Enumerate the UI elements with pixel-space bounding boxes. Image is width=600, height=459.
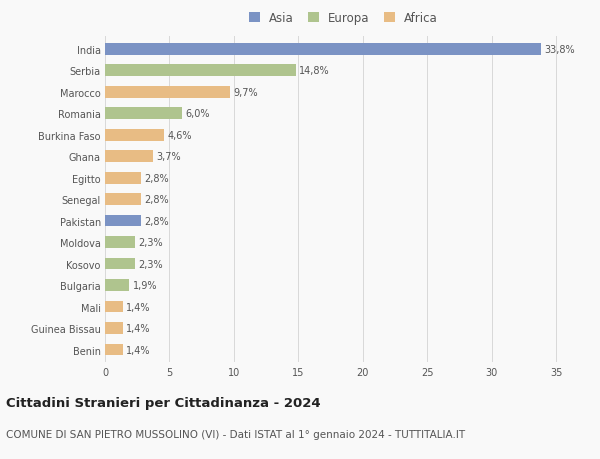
Text: 1,4%: 1,4% (126, 302, 151, 312)
Text: COMUNE DI SAN PIETRO MUSSOLINO (VI) - Dati ISTAT al 1° gennaio 2024 - TUTTITALIA: COMUNE DI SAN PIETRO MUSSOLINO (VI) - Da… (6, 429, 465, 439)
Legend: Asia, Europa, Africa: Asia, Europa, Africa (247, 10, 440, 28)
Text: 9,7%: 9,7% (233, 88, 258, 97)
Text: 2,3%: 2,3% (138, 259, 163, 269)
Text: 1,4%: 1,4% (126, 323, 151, 333)
Text: 3,7%: 3,7% (156, 152, 181, 162)
Bar (105, 44, 541, 56)
Text: 1,4%: 1,4% (126, 345, 151, 355)
Bar (105, 151, 152, 162)
Bar (105, 301, 123, 313)
Bar (105, 194, 141, 206)
Bar (105, 215, 141, 227)
Bar (105, 65, 296, 77)
Bar (105, 172, 141, 184)
Text: 6,0%: 6,0% (185, 109, 210, 119)
Text: 1,9%: 1,9% (133, 280, 157, 291)
Bar (105, 280, 130, 291)
Text: 2,8%: 2,8% (145, 195, 169, 205)
Bar (105, 344, 123, 356)
Bar (105, 322, 123, 334)
Bar (105, 129, 164, 141)
Bar (105, 258, 134, 270)
Text: 33,8%: 33,8% (544, 45, 575, 55)
Text: 2,3%: 2,3% (138, 238, 163, 247)
Text: 14,8%: 14,8% (299, 66, 329, 76)
Bar (105, 237, 134, 248)
Text: 4,6%: 4,6% (167, 130, 192, 140)
Text: 2,8%: 2,8% (145, 216, 169, 226)
Text: 2,8%: 2,8% (145, 173, 169, 183)
Bar (105, 108, 182, 120)
Bar (105, 87, 230, 98)
Text: Cittadini Stranieri per Cittadinanza - 2024: Cittadini Stranieri per Cittadinanza - 2… (6, 396, 320, 409)
